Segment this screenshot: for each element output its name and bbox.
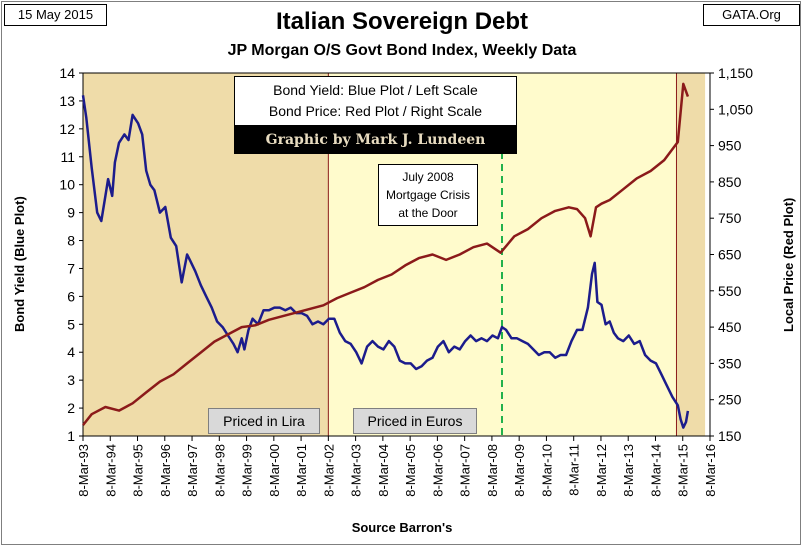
x-tick-label: 8-Mar-99 [240,444,255,497]
y-tick-label-left: 8 [67,233,75,249]
yield-series-line [81,95,690,429]
legend-box: Bond Yield: Blue Plot / Left Scale Bond … [234,76,517,126]
legend-line-price: Bond Price: Red Plot / Right Scale [268,103,483,119]
y-tick-label-right: 550 [718,283,742,299]
credit-banner: Graphic by Mark J. Lundeen [234,126,517,154]
y-tick-label-left: 6 [67,288,75,304]
y-tick-label-right: 650 [718,247,742,263]
x-tick-label: 8-Mar-16 [703,444,718,497]
y-tick-label-right: 850 [718,174,742,190]
y-tick-label-right: 1,050 [718,101,753,117]
era-label-lira: Priced in Lira [208,408,320,434]
y-tick-label-left: 3 [67,372,75,388]
y-tick-label-left: 2 [67,400,75,416]
x-tick-label: 8-Mar-02 [321,444,336,497]
annotation-line-1: July 2008 [402,170,454,184]
chart-title: Italian Sovereign Debt [275,8,529,35]
x-tick-label: 8-Mar-95 [131,444,146,497]
era-label-euro: Priced in Euros [353,408,477,434]
y-axis-label-right: Local Price (Red Plot) [781,197,796,332]
y-tick-label-left: 10 [59,177,75,193]
x-tick-label: 8-Mar-12 [594,444,609,497]
y-tick-label-right: 750 [718,210,742,226]
x-tick-label: 8-Mar-03 [349,444,364,497]
x-tick-label: 8-Mar-94 [103,444,118,497]
x-tick-label: 8-Mar-14 [648,444,663,497]
date-label: 15 May 2015 [4,4,107,26]
y-tick-label-right: 250 [718,392,742,408]
price-series-line [82,82,690,426]
y-tick-label-left: 7 [67,260,75,276]
y-tick-label-left: 11 [60,149,75,165]
x-tick-label: 8-Mar-93 [76,444,91,497]
x-tick-label: 8-Mar-05 [403,444,418,497]
region-recent [676,73,706,436]
crisis-annotation: July 2008 Mortgage Crisis at the Door [378,164,478,226]
y-tick-label-left: 9 [67,205,75,221]
y-tick-label-right: 1,150 [718,65,753,81]
x-tick-label: 8-Mar-11 [567,444,582,496]
chart-subtitle: JP Morgan O/S Govt Bond Index, Weekly Da… [227,42,577,59]
y-tick-label-left: 12 [59,121,75,137]
y-tick-label-left: 1 [67,428,75,444]
x-tick-label: 8-Mar-04 [376,444,391,497]
y-tick-label-right: 950 [718,138,742,154]
y-axis-label-left: Bond Yield (Blue Plot) [12,196,27,332]
x-tick-label: 8-Mar-01 [294,444,309,497]
x-tick-label: 8-Mar-09 [512,444,527,497]
y-tick-label-right: 450 [718,319,742,335]
x-tick-label: 8-Mar-10 [539,444,554,497]
legend-line-yield: Bond Yield: Blue Plot / Left Scale [273,82,478,98]
x-tick-label: 8-Mar-97 [185,444,200,497]
x-tick-label: 8-Mar-13 [621,444,636,497]
x-tick-label: 8-Mar-06 [430,444,445,497]
x-axis-label: Source Barron's [351,520,453,535]
y-tick-label-right: 350 [718,355,742,371]
annotation-line-2: Mortgage Crisis [385,188,471,202]
y-tick-label-left: 5 [67,316,75,332]
x-tick-label: 8-Mar-08 [485,444,500,497]
y-tick-label-left: 4 [67,344,75,360]
x-tick-label: 8-Mar-98 [212,444,227,497]
x-tick-label: 8-Mar-96 [158,444,173,497]
source-site-label: GATA.Org [703,4,800,26]
annotation-line-3: at the Door [398,206,458,220]
x-tick-label: 8-Mar-00 [267,444,282,497]
x-tick-label: 8-Mar-07 [458,444,473,497]
y-tick-label-right: 150 [718,428,742,444]
x-tick-label: 8-Mar-15 [676,444,691,497]
y-tick-label-left: 14 [59,65,75,81]
y-tick-label-left: 13 [59,93,75,109]
